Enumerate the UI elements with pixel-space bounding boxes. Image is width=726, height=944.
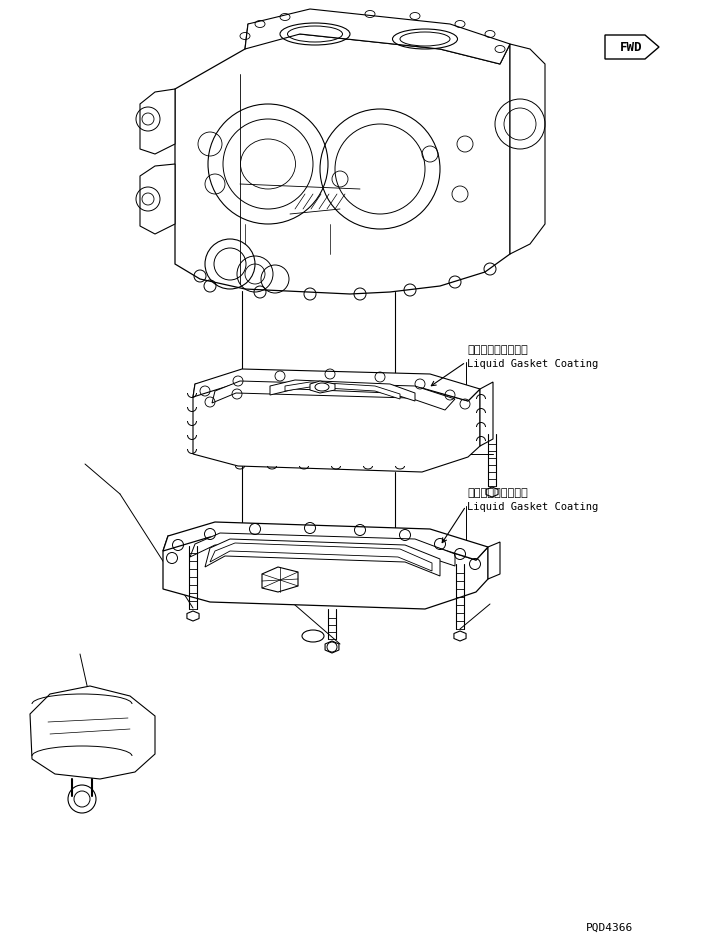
Polygon shape — [310, 381, 335, 394]
Polygon shape — [140, 165, 175, 235]
Polygon shape — [486, 487, 498, 497]
Text: 液状ガスケット塗布: 液状ガスケット塗布 — [467, 345, 528, 355]
Polygon shape — [210, 544, 432, 571]
Polygon shape — [193, 383, 480, 473]
Polygon shape — [325, 641, 339, 653]
Polygon shape — [285, 382, 400, 399]
Polygon shape — [245, 10, 510, 65]
Polygon shape — [212, 381, 455, 411]
Polygon shape — [140, 90, 175, 155]
Polygon shape — [510, 45, 545, 255]
Text: Liquid Gasket Coating: Liquid Gasket Coating — [467, 501, 598, 512]
Polygon shape — [270, 380, 415, 401]
Polygon shape — [163, 536, 488, 610]
Text: FWD: FWD — [620, 42, 643, 55]
Polygon shape — [454, 632, 466, 641]
Polygon shape — [605, 36, 659, 59]
Polygon shape — [175, 25, 510, 295]
Polygon shape — [193, 370, 480, 401]
Polygon shape — [480, 382, 493, 447]
Polygon shape — [205, 539, 440, 577]
Text: 液状ガスケット塗布: 液状ガスケット塗布 — [467, 487, 528, 497]
Polygon shape — [488, 543, 500, 580]
Polygon shape — [30, 686, 155, 779]
Polygon shape — [190, 533, 455, 566]
Polygon shape — [187, 612, 199, 621]
Text: PQD4366: PQD4366 — [586, 922, 633, 932]
Polygon shape — [262, 567, 298, 593]
Text: Liquid Gasket Coating: Liquid Gasket Coating — [467, 359, 598, 368]
Polygon shape — [163, 522, 488, 561]
